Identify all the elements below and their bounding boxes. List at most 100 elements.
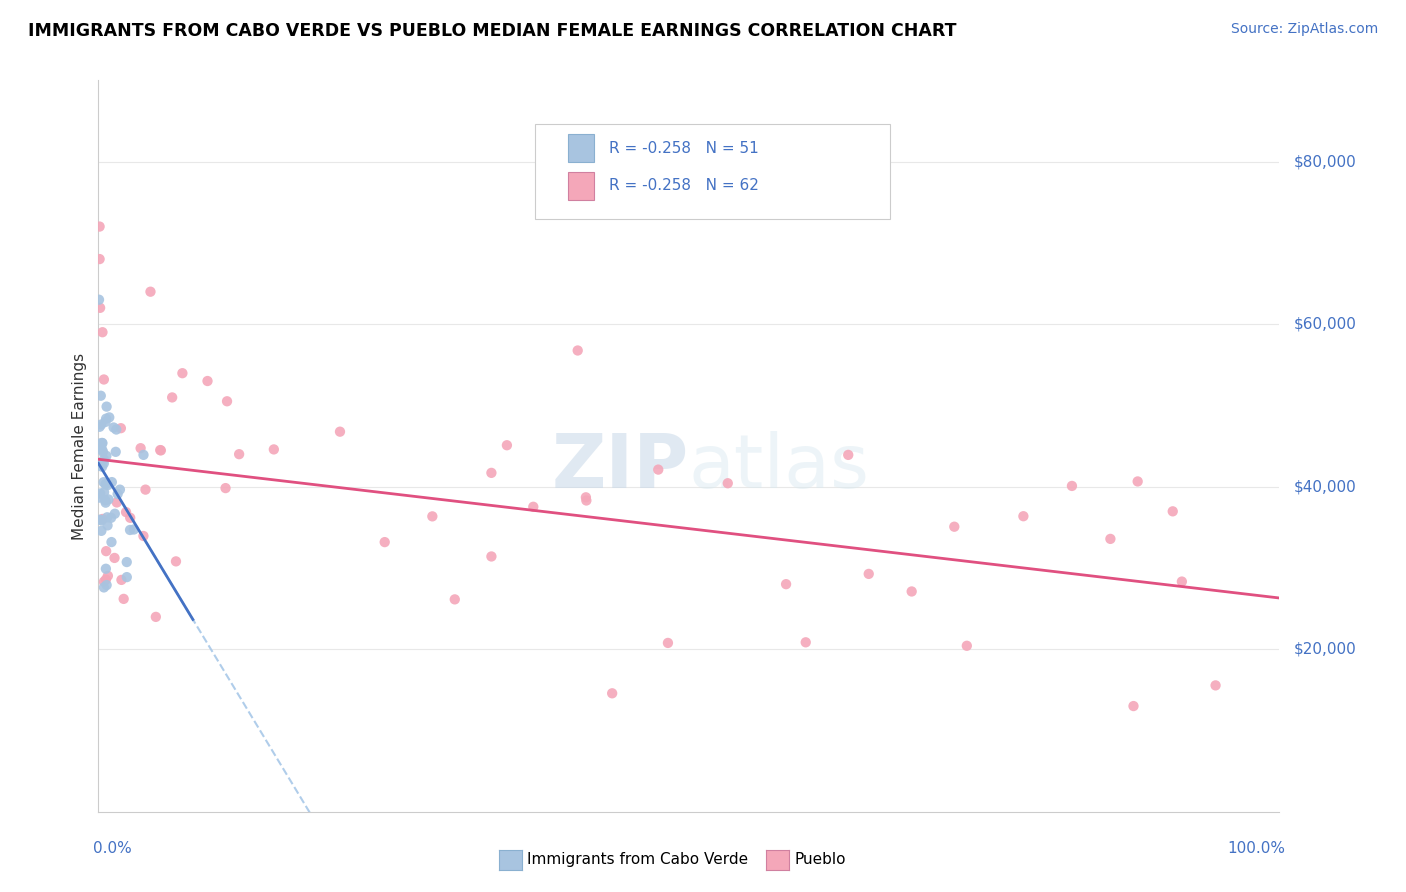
Point — [96, 518, 118, 533]
Text: 0.0%: 0.0% — [93, 841, 131, 856]
Point — [91, 445, 114, 459]
Point — [90, 417, 112, 432]
Point — [112, 591, 135, 606]
Text: $40,000: $40,000 — [1294, 479, 1357, 494]
Point — [89, 458, 111, 473]
Point — [89, 513, 111, 527]
Point — [94, 415, 117, 429]
Point — [215, 394, 238, 409]
Point — [90, 524, 112, 538]
Bar — [568, 135, 595, 162]
Point — [93, 581, 115, 595]
Point — [108, 483, 131, 497]
Point — [89, 301, 111, 315]
Point — [105, 495, 128, 509]
Bar — [568, 172, 595, 200]
Point — [110, 421, 132, 435]
Point — [93, 475, 115, 490]
Point — [94, 496, 117, 510]
Point — [105, 423, 128, 437]
Point — [481, 549, 503, 564]
Point — [1099, 532, 1122, 546]
Point — [94, 477, 117, 491]
Point — [93, 574, 115, 589]
Point — [1126, 475, 1149, 489]
Point — [89, 491, 111, 505]
Point — [91, 459, 114, 474]
Point — [97, 478, 120, 492]
Point — [110, 573, 132, 587]
Point — [1122, 699, 1144, 714]
Point — [837, 448, 859, 462]
Point — [422, 509, 444, 524]
Point — [228, 447, 250, 461]
Point — [94, 493, 117, 508]
Text: R = -0.258   N = 62: R = -0.258 N = 62 — [609, 178, 758, 194]
Point — [1161, 504, 1184, 518]
Point — [91, 436, 114, 450]
Point — [1012, 509, 1035, 524]
Point — [900, 584, 922, 599]
Point — [600, 686, 623, 700]
Y-axis label: Median Female Earnings: Median Female Earnings — [72, 352, 87, 540]
Point — [132, 529, 155, 543]
Text: Pueblo: Pueblo — [794, 853, 846, 867]
Point — [1171, 574, 1194, 589]
Point — [96, 449, 118, 463]
Point — [94, 562, 117, 576]
Point — [100, 535, 122, 549]
Text: ZIP: ZIP — [551, 432, 689, 505]
Point — [97, 569, 120, 583]
Point — [647, 462, 669, 476]
Text: $20,000: $20,000 — [1294, 641, 1357, 657]
Point — [122, 523, 145, 537]
Text: $60,000: $60,000 — [1294, 317, 1357, 332]
Text: atlas: atlas — [689, 432, 870, 505]
Point — [120, 510, 142, 524]
Point — [89, 252, 111, 266]
Point — [134, 483, 156, 497]
Point — [149, 443, 172, 458]
Point — [139, 285, 162, 299]
Point — [160, 391, 183, 405]
Point — [89, 437, 111, 451]
Point — [794, 635, 817, 649]
Point — [91, 443, 114, 458]
Point — [115, 570, 138, 584]
Point — [197, 374, 219, 388]
Point — [93, 452, 115, 467]
Point — [329, 425, 352, 439]
Text: $80,000: $80,000 — [1294, 154, 1357, 169]
Point — [214, 481, 236, 495]
Point — [93, 457, 115, 471]
Point — [94, 411, 117, 425]
Point — [101, 475, 124, 489]
Point — [775, 577, 797, 591]
Point — [575, 493, 598, 508]
Point — [96, 400, 118, 414]
Point — [481, 466, 503, 480]
Point — [89, 419, 111, 434]
Point — [165, 554, 187, 568]
Text: R = -0.258   N = 51: R = -0.258 N = 51 — [609, 141, 758, 156]
Point — [98, 410, 121, 425]
Point — [1205, 678, 1227, 692]
Point — [263, 442, 285, 457]
Text: Source: ZipAtlas.com: Source: ZipAtlas.com — [1230, 22, 1378, 37]
Point — [956, 639, 979, 653]
Text: IMMIGRANTS FROM CABO VERDE VS PUEBLO MEDIAN FEMALE EARNINGS CORRELATION CHART: IMMIGRANTS FROM CABO VERDE VS PUEBLO MED… — [28, 22, 956, 40]
Point — [96, 510, 118, 524]
Point — [858, 566, 880, 581]
Point — [132, 448, 155, 462]
Point — [89, 486, 111, 500]
Point — [91, 512, 114, 526]
Point — [89, 219, 111, 234]
Point — [172, 366, 194, 380]
Point — [90, 440, 112, 454]
Point — [567, 343, 589, 358]
Point — [103, 420, 125, 434]
Point — [717, 476, 740, 491]
Point — [91, 325, 114, 339]
Point — [104, 445, 127, 459]
Point — [1060, 479, 1083, 493]
